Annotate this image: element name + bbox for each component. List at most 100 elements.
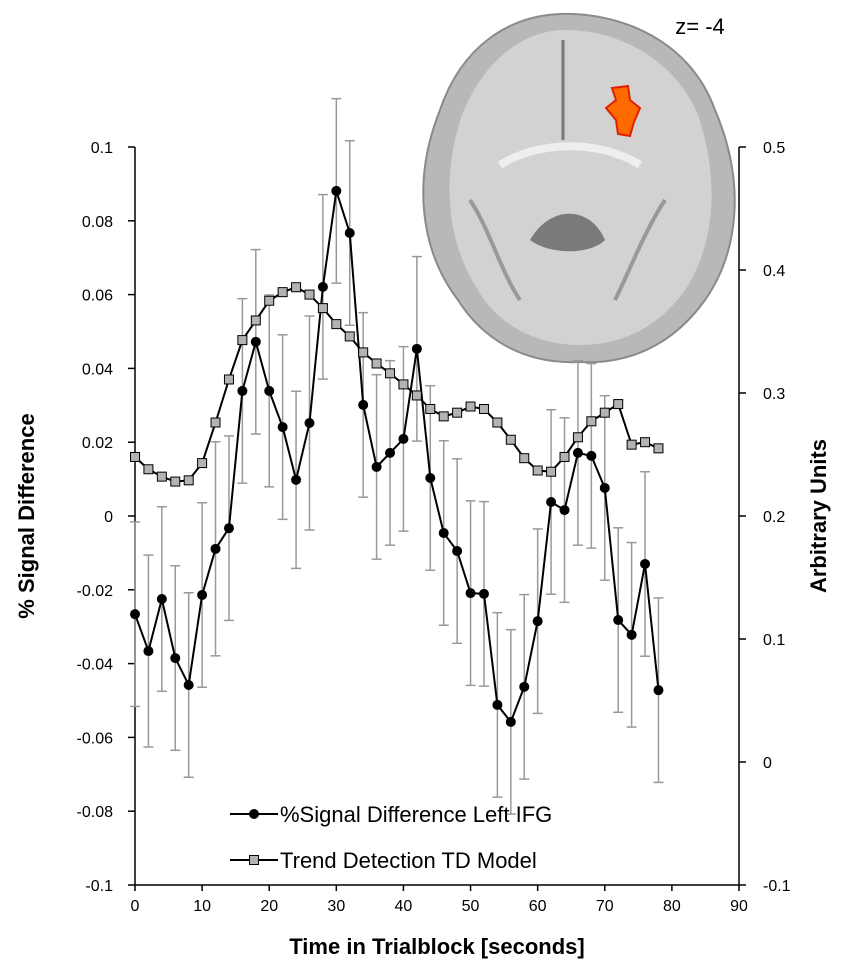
x-tick-label: 20 bbox=[260, 898, 278, 915]
marker bbox=[157, 472, 166, 481]
marker bbox=[385, 448, 395, 458]
marker bbox=[560, 452, 569, 461]
marker bbox=[264, 386, 274, 396]
y-tick-label: -0.06 bbox=[77, 730, 114, 747]
marker bbox=[641, 438, 650, 447]
marker bbox=[613, 615, 623, 625]
marker bbox=[560, 505, 570, 515]
marker bbox=[600, 483, 610, 493]
brain-image bbox=[423, 14, 734, 362]
marker bbox=[453, 408, 462, 417]
marker bbox=[318, 282, 328, 292]
marker bbox=[131, 452, 140, 461]
y2-axis-title: Arbitrary Units bbox=[806, 439, 831, 593]
marker bbox=[331, 186, 341, 196]
x-tick-label: 10 bbox=[193, 898, 211, 915]
marker bbox=[197, 590, 207, 600]
chart: z= -4 Time in Trialblock [seconds] % Sig… bbox=[0, 0, 842, 972]
marker bbox=[332, 320, 341, 329]
marker bbox=[479, 404, 488, 413]
marker bbox=[573, 433, 582, 442]
x-tick-label: 0 bbox=[131, 898, 140, 915]
marker bbox=[614, 400, 623, 409]
page: z= -4 Time in Trialblock [seconds] % Sig… bbox=[0, 0, 842, 972]
y2-tick-label: 0.3 bbox=[763, 386, 785, 403]
marker bbox=[251, 316, 260, 325]
marker bbox=[224, 375, 233, 384]
marker bbox=[653, 685, 663, 695]
marker bbox=[439, 528, 449, 538]
legend-marker bbox=[249, 809, 259, 819]
marker bbox=[211, 544, 221, 554]
marker bbox=[386, 369, 395, 378]
y2-tick-label: 0.2 bbox=[763, 509, 785, 526]
y-tick-label: 0.04 bbox=[82, 361, 113, 378]
marker bbox=[640, 559, 650, 569]
marker bbox=[466, 402, 475, 411]
marker bbox=[170, 653, 180, 663]
marker bbox=[519, 682, 529, 692]
marker bbox=[292, 283, 301, 292]
legend-label: %Signal Difference Left IFG bbox=[280, 802, 552, 827]
marker bbox=[278, 422, 288, 432]
x-tick-label: 40 bbox=[395, 898, 413, 915]
marker bbox=[171, 477, 180, 486]
marker bbox=[398, 434, 408, 444]
x-tick-label: 80 bbox=[663, 898, 681, 915]
marker bbox=[144, 465, 153, 474]
marker bbox=[600, 408, 609, 417]
marker bbox=[506, 435, 515, 444]
marker bbox=[493, 418, 502, 427]
marker bbox=[358, 400, 368, 410]
marker bbox=[466, 588, 476, 598]
legend-marker bbox=[250, 856, 259, 865]
marker bbox=[439, 412, 448, 421]
y-tick-label: 0.08 bbox=[82, 214, 113, 231]
y-tick-label: 0.02 bbox=[82, 435, 113, 452]
y2-tick-label: 0.1 bbox=[763, 632, 785, 649]
x-axis-title: Time in Trialblock [seconds] bbox=[289, 934, 584, 959]
y-tick-label: 0.06 bbox=[82, 288, 113, 305]
marker bbox=[412, 391, 421, 400]
marker bbox=[130, 609, 140, 619]
marker bbox=[573, 448, 583, 458]
marker bbox=[399, 380, 408, 389]
marker bbox=[305, 290, 314, 299]
marker bbox=[546, 497, 556, 507]
marker bbox=[345, 228, 355, 238]
marker bbox=[627, 630, 637, 640]
y2-tick-label: 0.5 bbox=[763, 140, 785, 157]
y-tick-label: -0.02 bbox=[77, 583, 114, 600]
marker bbox=[520, 454, 529, 463]
marker bbox=[251, 337, 261, 347]
marker bbox=[318, 304, 327, 313]
y2-tick-label: -0.1 bbox=[763, 878, 791, 895]
marker bbox=[412, 344, 422, 354]
marker bbox=[506, 717, 516, 727]
marker bbox=[533, 466, 542, 475]
marker bbox=[452, 546, 462, 556]
y-tick-label: -0.04 bbox=[77, 657, 114, 674]
marker bbox=[372, 359, 381, 368]
marker bbox=[587, 417, 596, 426]
legend-label: Trend Detection TD Model bbox=[280, 848, 537, 873]
annotation: z= -4 bbox=[675, 14, 725, 39]
x-tick-label: 70 bbox=[596, 898, 614, 915]
x-tick-label: 50 bbox=[462, 898, 480, 915]
marker bbox=[143, 646, 153, 656]
marker bbox=[345, 332, 354, 341]
marker bbox=[359, 348, 368, 357]
marker bbox=[547, 467, 556, 476]
x-tick-label: 30 bbox=[327, 898, 345, 915]
marker bbox=[492, 700, 502, 710]
x-tick-label: 90 bbox=[730, 898, 748, 915]
marker bbox=[372, 462, 382, 472]
y-tick-label: -0.08 bbox=[77, 804, 114, 821]
marker bbox=[157, 594, 167, 604]
marker bbox=[184, 476, 193, 485]
marker bbox=[533, 616, 543, 626]
marker bbox=[278, 288, 287, 297]
y-tick-label: -0.1 bbox=[85, 878, 113, 895]
marker bbox=[198, 459, 207, 468]
marker bbox=[238, 336, 247, 345]
